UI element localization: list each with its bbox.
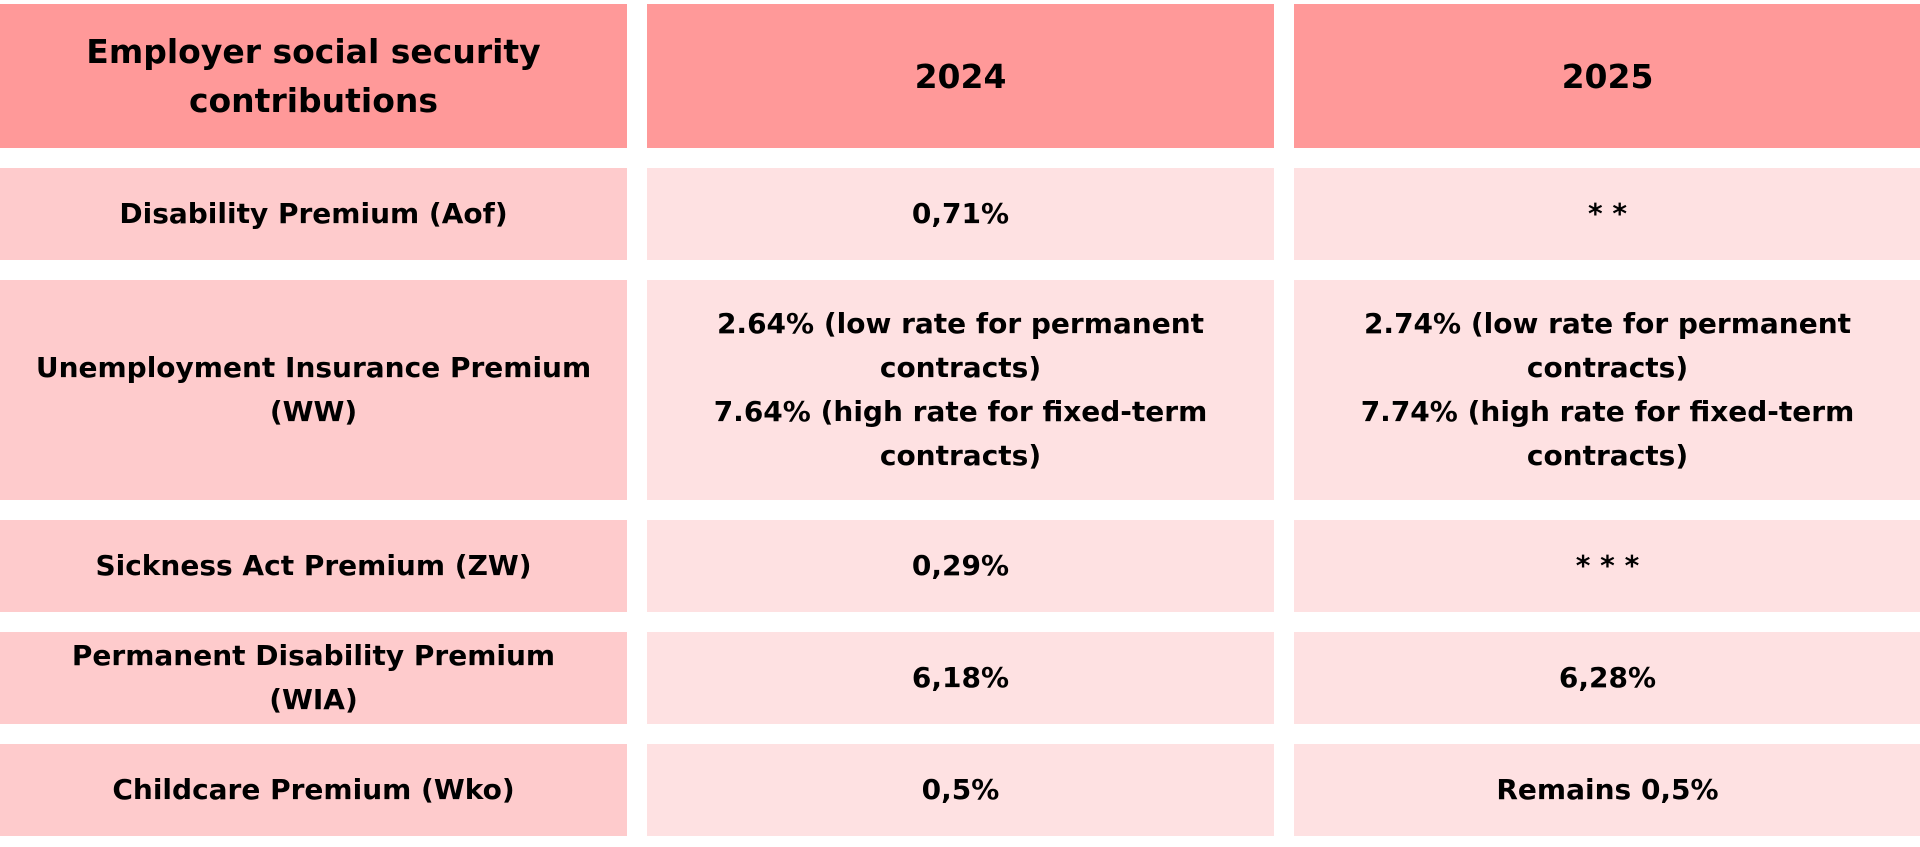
value-text: 0,29% xyxy=(911,549,1010,582)
value-2024-zw: 0,29% xyxy=(647,520,1274,612)
value-2024-ww: 2.64% (low rate for permanent contracts)… xyxy=(647,280,1274,500)
row-label: Disability Premium (Aof) xyxy=(119,197,508,230)
row-label: Sickness Act Premium (ZW) xyxy=(95,549,532,582)
header-label: Employer social security contributions xyxy=(86,32,541,120)
value-text: 6,18% xyxy=(911,661,1010,694)
row-label: Childcare Premium (Wko) xyxy=(112,773,515,806)
row-label-wko: Childcare Premium (Wko) xyxy=(0,744,627,836)
value-2024-wia: 6,18% xyxy=(647,632,1274,724)
row-label-aof: Disability Premium (Aof) xyxy=(0,168,627,260)
row-label: Unemployment Insurance Premium (WW) xyxy=(35,351,592,428)
header-cell-category: Employer social security contributions xyxy=(0,4,627,148)
value-text: 0,5% xyxy=(921,773,1000,806)
value-text-high-rate: 7.74% (high rate for fixed-term contract… xyxy=(1360,395,1855,472)
value-2025-ww: 2.74% (low rate for permanent contracts)… xyxy=(1294,280,1920,500)
value-2025-wko: Remains 0,5% xyxy=(1294,744,1920,836)
row-label-ww: Unemployment Insurance Premium (WW) xyxy=(0,280,627,500)
value-text: * * xyxy=(1587,197,1628,230)
value-text-low-rate: 2.74% (low rate for permanent contracts) xyxy=(1363,307,1852,384)
value-text: 6,28% xyxy=(1558,661,1657,694)
value-text: Remains 0,5% xyxy=(1496,773,1719,806)
value-2025-wia: 6,28% xyxy=(1294,632,1920,724)
value-text-low-rate: 2.64% (low rate for permanent contracts) xyxy=(716,307,1205,384)
contributions-table: Employer social security contributions 2… xyxy=(0,4,1920,836)
value-2024-aof: 0,71% xyxy=(647,168,1274,260)
header-cell-2025: 2025 xyxy=(1294,4,1920,148)
value-2025-zw: * * * xyxy=(1294,520,1920,612)
header-label: 2025 xyxy=(1561,56,1654,96)
value-text-high-rate: 7.64% (high rate for fixed-term contract… xyxy=(713,395,1208,472)
header-label: 2024 xyxy=(914,56,1007,96)
value-text: 0,71% xyxy=(911,197,1010,230)
header-cell-2024: 2024 xyxy=(647,4,1274,148)
row-label-wia: Permanent Disability Premium (WIA) xyxy=(0,632,627,724)
row-label: Permanent Disability Premium (WIA) xyxy=(71,639,556,716)
value-2025-aof: * * xyxy=(1294,168,1920,260)
row-label-zw: Sickness Act Premium (ZW) xyxy=(0,520,627,612)
value-text: * * * xyxy=(1575,549,1640,582)
value-2024-wko: 0,5% xyxy=(647,744,1274,836)
